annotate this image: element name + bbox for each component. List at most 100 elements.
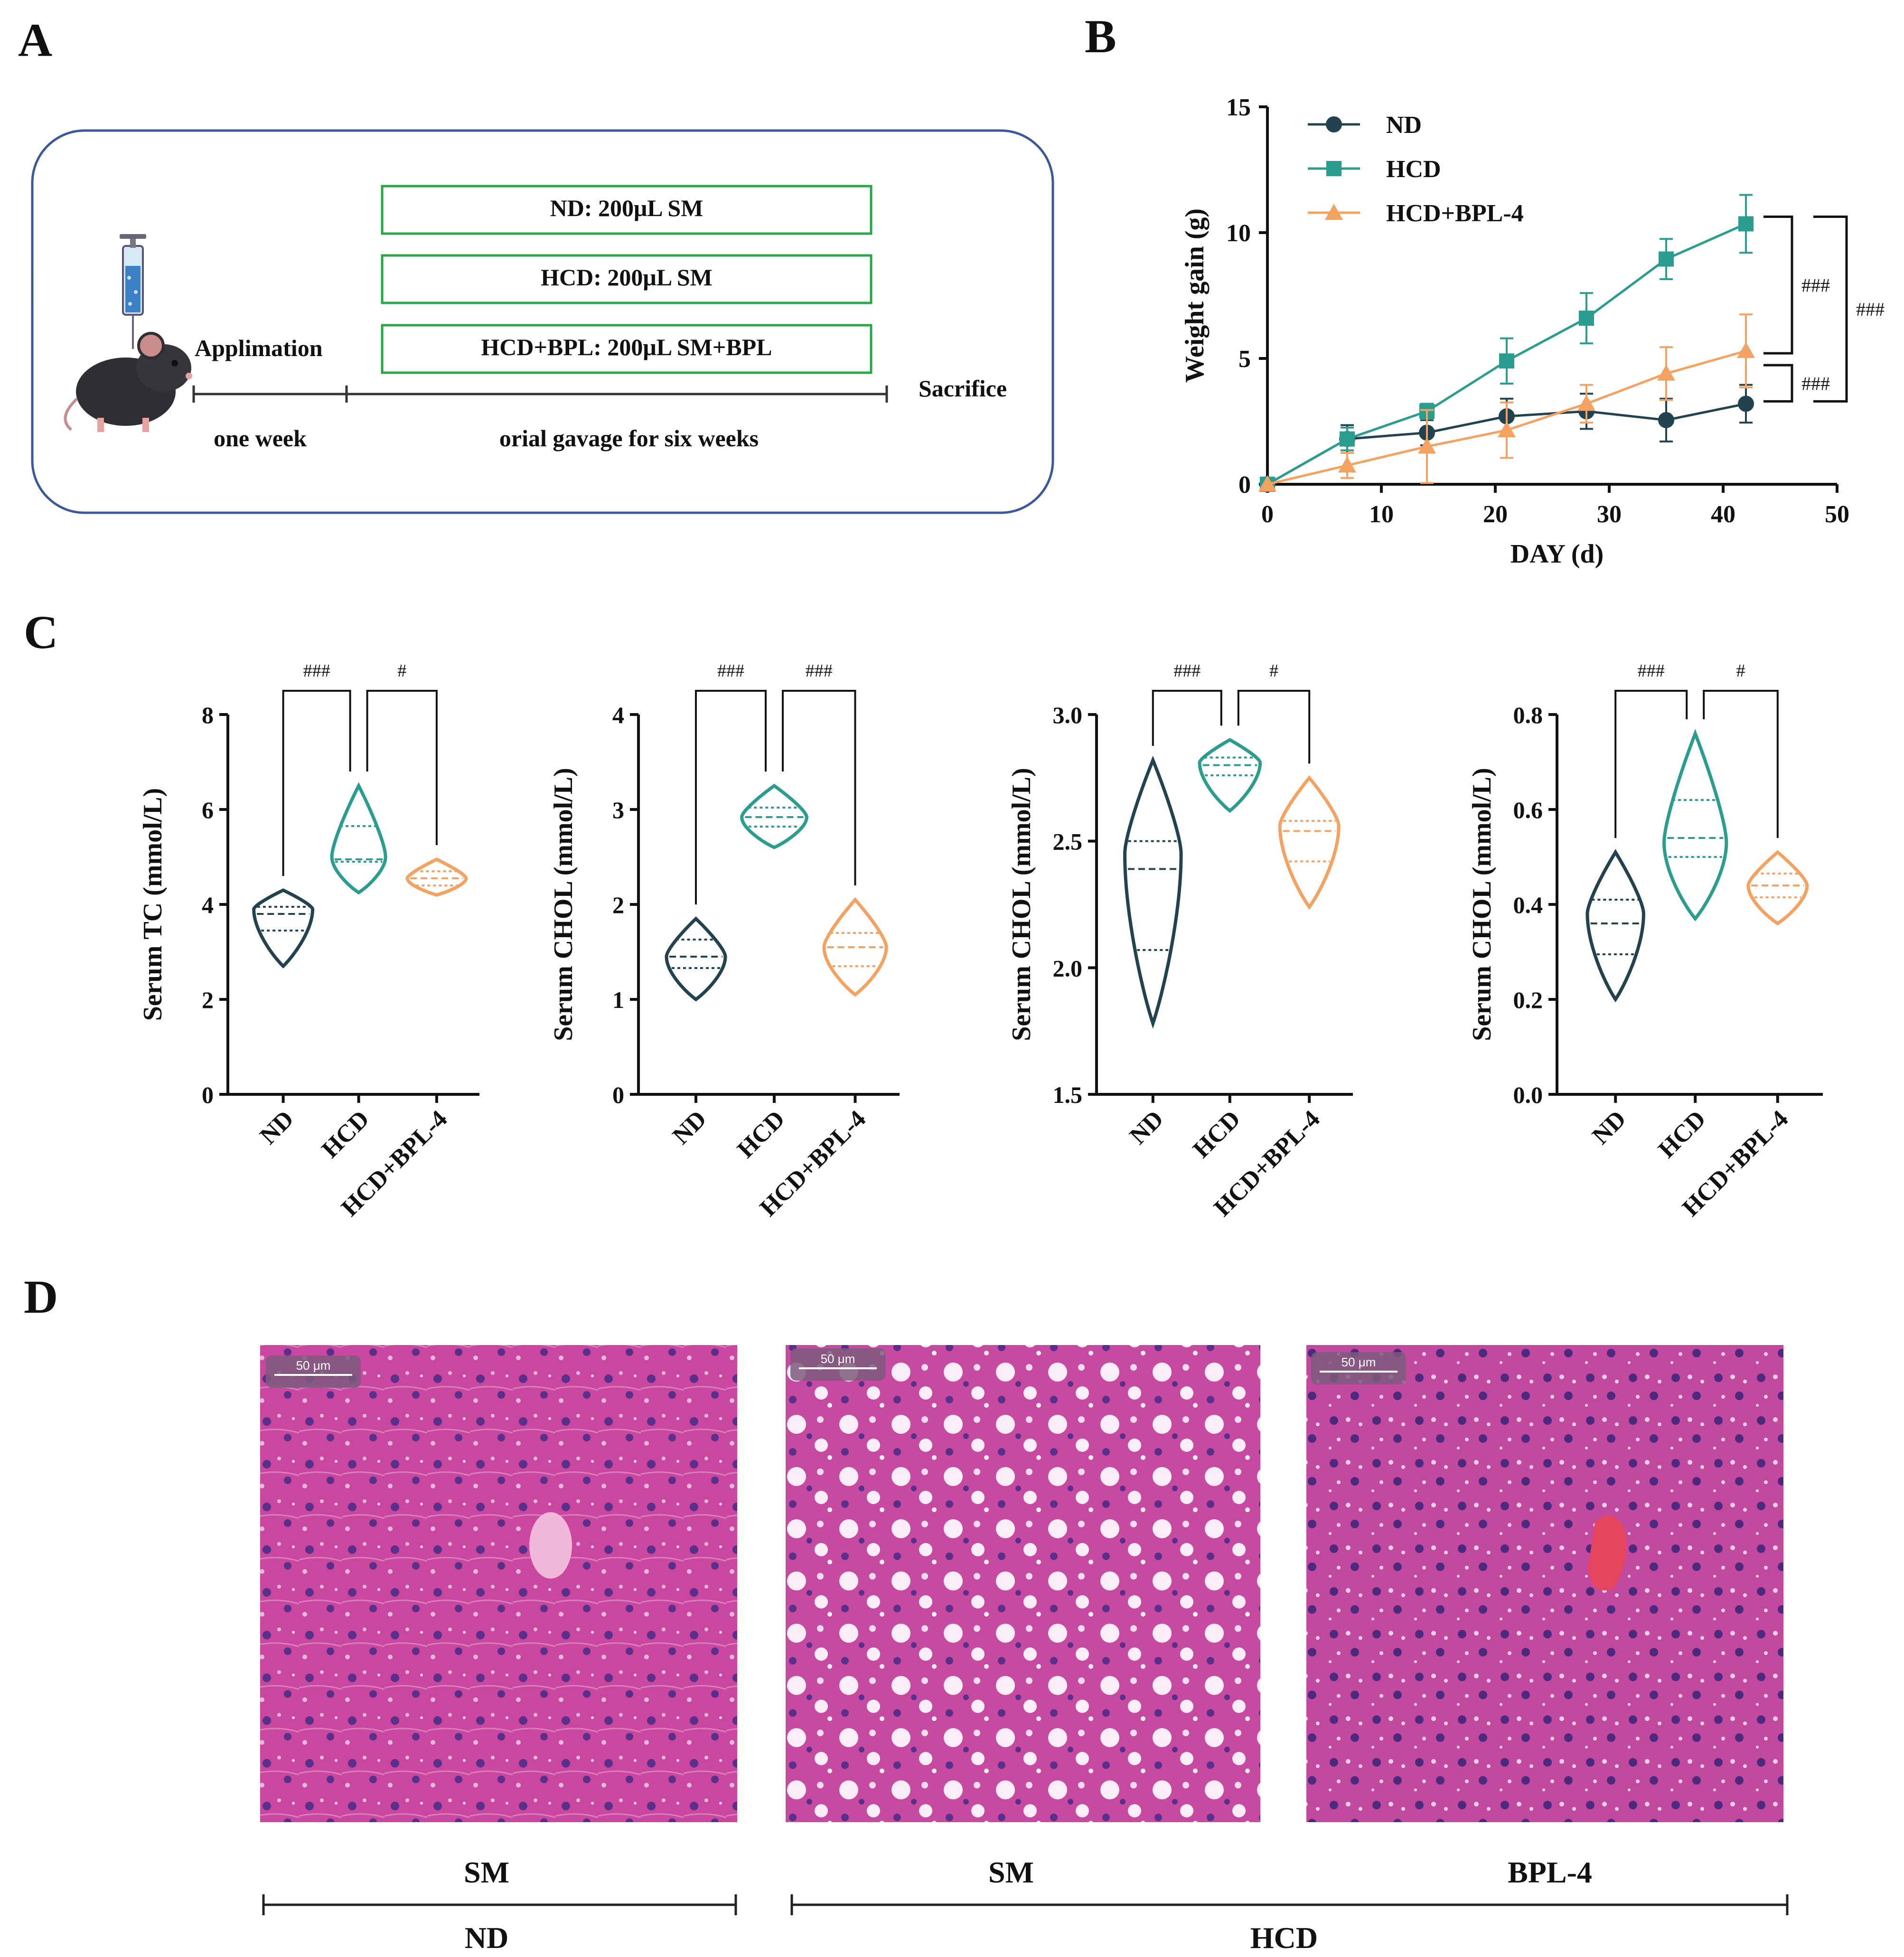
legend-marker xyxy=(1326,116,1342,132)
x-tick-label: HCD xyxy=(1653,1105,1711,1163)
y-tick-label: 0 xyxy=(612,1082,624,1108)
scale-bar-label: 50 μm xyxy=(1341,1355,1376,1369)
significance-label: ### xyxy=(1856,299,1885,320)
y-axis-title: Serum CHOL (mmol/L) xyxy=(1467,768,1497,1041)
significance-bracket: # xyxy=(1237,661,1311,764)
syringe-icon xyxy=(120,234,146,349)
scale-bar-label: 50 μm xyxy=(296,1358,331,1373)
legend-label: HCD xyxy=(1386,156,1441,183)
series-hcd-bpl-4 xyxy=(1258,313,1755,491)
legend-marker xyxy=(1325,204,1343,220)
violin-nd xyxy=(1123,755,1183,1029)
bracket-line xyxy=(1813,215,1848,403)
mouse-icon xyxy=(64,332,192,432)
panel-letter-d: D xyxy=(24,1270,58,1323)
y-tick-label: 0 xyxy=(202,1082,214,1108)
y-tick-label: 0.4 xyxy=(1513,892,1543,918)
treatment-label-nd: SM xyxy=(464,1855,509,1889)
one-week-label: one week xyxy=(214,425,307,452)
bracket-line xyxy=(1152,690,1222,746)
significance-bracket: ### xyxy=(1152,661,1222,746)
violin-hcd-bpl-4 xyxy=(405,857,468,897)
significance-label: # xyxy=(1269,661,1278,681)
y-tick-label: 3 xyxy=(612,797,624,823)
group-label-hcd: HCD: 200μL SM xyxy=(541,264,713,291)
x-tick-label: 30 xyxy=(1597,501,1622,528)
legend-label: HCD+BPL-4 xyxy=(1386,200,1524,227)
violin-hcd-bpl-4 xyxy=(822,897,888,997)
bracket-line xyxy=(1763,215,1793,355)
bracket-line xyxy=(1614,690,1688,838)
significance-label: # xyxy=(1736,661,1745,681)
data-point xyxy=(1338,456,1356,473)
y-tick-label: 15 xyxy=(1226,94,1251,121)
violin-hcd xyxy=(1662,729,1728,922)
micrograph-nd-sm: 50 μm xyxy=(260,1345,737,1822)
timeline xyxy=(192,386,888,403)
violin-hcd xyxy=(330,782,387,895)
y-axis-title: Serum TC (mmol/L) xyxy=(138,788,168,1021)
y-tick-label: 4 xyxy=(202,892,214,918)
x-tick-label: 20 xyxy=(1483,501,1508,528)
significance-bracket: ### xyxy=(695,661,767,904)
sacrifice-label: Sacrifice xyxy=(919,375,1007,402)
y-tick-label: 2 xyxy=(202,987,214,1013)
y-tick-label: 0 xyxy=(1238,471,1251,499)
significance-label: ### xyxy=(1801,274,1830,296)
y-axis-title: Weight gain (g) xyxy=(1180,208,1210,383)
data-point xyxy=(1340,431,1355,447)
x-tick-label: 10 xyxy=(1369,501,1394,528)
data-point xyxy=(1499,353,1514,369)
group-box-nd: ND: 200μL SM xyxy=(381,185,872,235)
data-point xyxy=(1738,216,1754,232)
data-point xyxy=(1258,475,1276,491)
group-label-nd: ND: 200μL SM xyxy=(550,195,703,221)
y-tick-label: 2.0 xyxy=(1053,955,1083,981)
y-tick-label: 0.2 xyxy=(1513,987,1543,1013)
violin-nd xyxy=(1585,849,1645,1003)
significance-bracket: ### xyxy=(1763,215,1830,355)
y-tick-label: 3.0 xyxy=(1053,702,1083,728)
y-tick-label: 0.8 xyxy=(1513,702,1543,728)
x-tick-label: HCD xyxy=(732,1105,790,1163)
y-axis-title: Serum CHOL (mmol/L) xyxy=(549,768,578,1041)
significance-bracket: ### xyxy=(1763,364,1830,403)
violin-hcd xyxy=(740,783,808,849)
panel-letter-c: C xyxy=(24,606,58,659)
x-axis-title: DAY (d) xyxy=(1510,539,1604,569)
x-tick-label: ND xyxy=(255,1105,299,1149)
applimation-label: Applimation xyxy=(195,335,323,361)
x-tick-label: HCD xyxy=(317,1105,375,1163)
legend-marker xyxy=(1326,161,1341,176)
y-tick-label: 5 xyxy=(1238,346,1251,373)
panel-b: B 0 10 20 30 40 50 0 5 10 15 DAY (d) Weight gain (g… xyxy=(1085,10,1885,569)
treatment-label-hcd-bpl4: BPL-4 xyxy=(1508,1855,1592,1889)
significance-bracket: # xyxy=(1703,661,1779,838)
bracket-line xyxy=(695,690,767,904)
violin-hcd xyxy=(1198,738,1262,813)
significance-label: ### xyxy=(1638,661,1665,681)
significance-label: ### xyxy=(1173,661,1201,681)
significance-bracket: ### xyxy=(782,661,856,885)
y-tick-label: 1 xyxy=(612,987,624,1013)
significance-label: ### xyxy=(717,661,744,681)
protocol-frame xyxy=(31,129,1054,514)
bracket-line xyxy=(1237,690,1311,764)
data-point xyxy=(1657,364,1675,381)
bracket-line xyxy=(782,690,856,885)
bracket-nd xyxy=(262,1894,737,1915)
significance-label: ### xyxy=(806,661,833,681)
significance-bracket: # xyxy=(366,661,438,845)
significance-bracket: ### xyxy=(1813,215,1885,403)
bracket-line xyxy=(1763,364,1793,403)
data-point xyxy=(1658,412,1674,428)
x-tick-label: ND xyxy=(1125,1105,1169,1149)
bracket-line xyxy=(282,690,351,876)
x-tick-label: HCD xyxy=(1188,1105,1246,1163)
data-point xyxy=(1659,251,1674,267)
micrograph-hcd-sm: 50 μm xyxy=(786,1345,1260,1822)
